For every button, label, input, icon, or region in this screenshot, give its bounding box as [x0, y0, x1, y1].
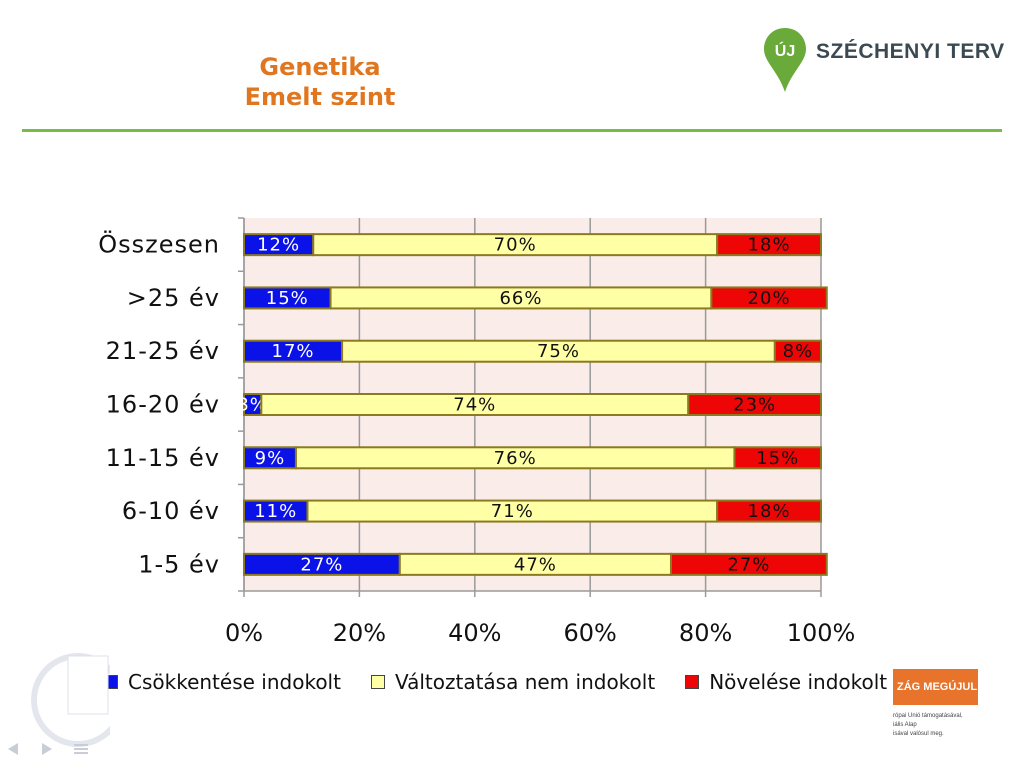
- legend-item: Változtatása nem indokolt: [370, 670, 656, 694]
- x-tick-label: 40%: [448, 619, 501, 647]
- data-label: 76%: [494, 448, 537, 469]
- x-tick-label: 20%: [333, 619, 386, 647]
- fine-print-line: isával valósul meg.: [893, 731, 944, 737]
- page-title-line-1: Genetika: [259, 53, 381, 81]
- data-label: 15%: [266, 288, 309, 309]
- data-label: 11%: [254, 501, 297, 522]
- page-title-line-2: Emelt szint: [244, 83, 396, 111]
- bar-segment: [733, 446, 823, 470]
- data-label: 8%: [783, 341, 814, 362]
- legend-swatch: [370, 675, 385, 689]
- legend-swatch: [685, 675, 700, 689]
- funding-fine-print: rópai Unió támogatásával, iális Alap isá…: [893, 712, 1019, 739]
- x-tick-label: 100%: [787, 619, 856, 647]
- bar-segment: [669, 552, 828, 576]
- szechenyi-terv-logo: ÚJ SZÉCHENYI TERV: [760, 24, 1004, 98]
- data-label: 74%: [453, 395, 496, 416]
- data-label: 18%: [748, 501, 791, 522]
- legend-item: Csökkentése indokolt: [104, 670, 341, 694]
- data-label: 9%: [255, 448, 286, 469]
- banner-badge: ZÁG MEGÚJUL: [893, 669, 978, 705]
- chart-legend: Csökkentése indokolt Változtatása nem ind…: [104, 668, 917, 696]
- banner-text: ZÁG MEGÚJUL: [897, 681, 978, 693]
- page-title: Genetika Emelt szint: [160, 52, 480, 112]
- data-label: 75%: [537, 341, 580, 362]
- data-label: 66%: [499, 288, 542, 309]
- legend-item: Növelése indokolt: [685, 670, 887, 694]
- menu-icon[interactable]: [74, 744, 88, 754]
- logo-badge-text: ÚJ: [775, 41, 795, 60]
- data-label: 3%: [237, 395, 268, 416]
- data-label: 20%: [748, 288, 791, 309]
- data-label: 71%: [491, 501, 534, 522]
- data-label: 27%: [727, 554, 770, 575]
- data-label: 15%: [756, 448, 799, 469]
- back-arrow-icon[interactable]: [8, 743, 18, 755]
- x-tick-label: 60%: [564, 619, 617, 647]
- corner-decoration: [8, 653, 110, 755]
- data-label: 27%: [300, 554, 343, 575]
- legend-label: Csökkentése indokolt: [128, 670, 341, 694]
- category-label: 6-10 év: [122, 497, 220, 525]
- x-tick-label: 0%: [225, 619, 263, 647]
- logo-text: SZÉCHENYI TERV: [816, 40, 1005, 63]
- category-label: 21-25 év: [106, 337, 220, 365]
- data-label: 17%: [272, 341, 315, 362]
- category-label: 11-15 év: [106, 444, 220, 472]
- category-label: 16-20 év: [106, 391, 220, 419]
- category-label: >25 év: [127, 284, 220, 312]
- bar-segment: [687, 393, 822, 416]
- bar-segment: [716, 233, 823, 257]
- bar-segment: [710, 286, 828, 310]
- fine-print-line: iális Alap: [893, 722, 917, 728]
- x-tick-label: 80%: [679, 619, 732, 647]
- data-label: 12%: [257, 235, 300, 256]
- category-label: 1-5 év: [138, 550, 220, 578]
- category-label: Összesen: [98, 230, 220, 259]
- data-label: 47%: [514, 554, 557, 575]
- bar-segment: [716, 499, 823, 523]
- legend-label: Változtatása nem indokolt: [394, 670, 656, 694]
- header-divider: [22, 129, 1002, 132]
- data-label: 70%: [494, 235, 537, 256]
- forward-arrow-icon[interactable]: [42, 743, 52, 755]
- fine-print-line: rópai Unió támogatásával,: [893, 713, 963, 719]
- data-label: 23%: [733, 395, 776, 416]
- map-pin-icon: ÚJ: [764, 28, 806, 92]
- data-label: 18%: [748, 235, 791, 256]
- bar-segment: [773, 339, 823, 363]
- legend-label: Növelése indokolt: [709, 670, 888, 694]
